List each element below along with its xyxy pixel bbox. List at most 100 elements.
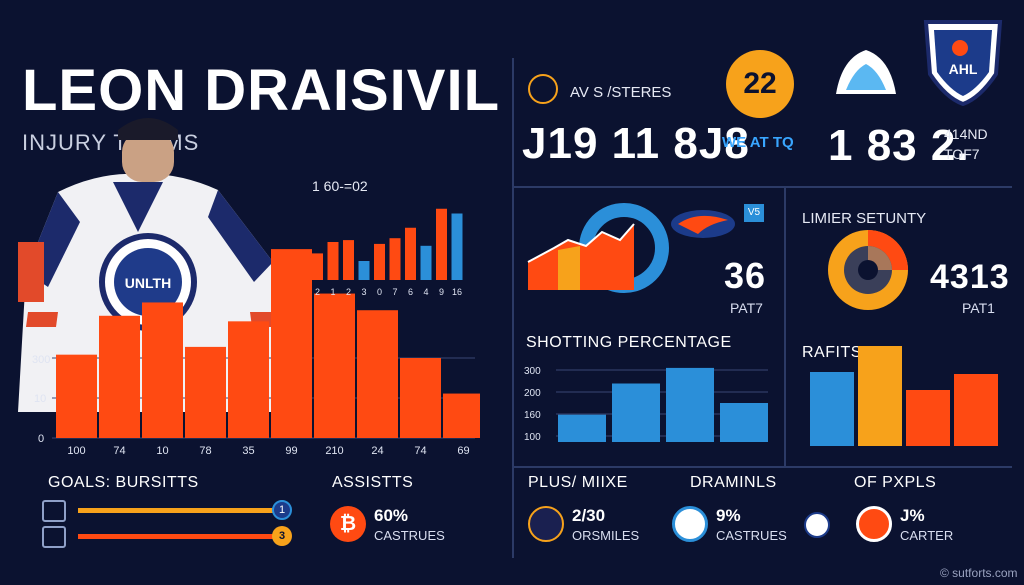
- shooting-bar: [612, 383, 660, 442]
- draminls-value: 9%: [716, 506, 741, 525]
- stat-right-bottom: TOF7: [944, 146, 980, 162]
- inset-bar: [405, 227, 416, 280]
- plus-minus-sub: ORSMILES: [572, 528, 640, 543]
- stat-right: 1 83 2.: [828, 121, 970, 170]
- main-x-label: 210: [325, 445, 343, 457]
- draminls-label: DRAMINLS: [690, 474, 777, 491]
- main-bar: [314, 293, 355, 438]
- goals-marker-3: 3: [272, 526, 292, 546]
- inset-x-label: 1: [330, 287, 335, 297]
- inset-x-label: 2: [315, 287, 320, 297]
- svg-text:UNLTH: UNLTH: [125, 275, 171, 291]
- shooting-bar: [558, 414, 606, 442]
- inset-bar: [312, 253, 323, 280]
- main-x-label: 78: [199, 445, 211, 457]
- inset-bar: [343, 240, 354, 280]
- of-pxpls-label: OF PXPLS: [854, 474, 937, 491]
- svg-text:AHL: AHL: [949, 61, 978, 77]
- main-bar: [400, 358, 441, 438]
- inset-bar-chart: 2 1 2 3 0 7 6 4 9 16: [312, 208, 463, 297]
- panel-divider-top: [512, 186, 1012, 188]
- bitcoin-style-icon: ₿: [330, 506, 366, 542]
- plus-minus-label: PLUS/ MIIXE: [528, 474, 628, 491]
- inset-chart-label: 1 60-=02: [312, 178, 368, 194]
- main-bar: [271, 249, 312, 438]
- stat-main: J19 11 8J8: [522, 119, 750, 168]
- mid-left-sub: PAT7: [730, 300, 763, 316]
- small-badge: V5: [744, 204, 764, 222]
- main-bar: [228, 321, 269, 438]
- panel-divider-bottom: [512, 466, 1012, 468]
- donut-area-chart: [527, 203, 669, 293]
- averages-label: AV S /STERES: [570, 84, 672, 101]
- inset-x-label: 2: [346, 287, 351, 297]
- main-bar: [443, 393, 480, 438]
- rafits-bar: [954, 374, 998, 446]
- main-x-label: 100: [67, 445, 85, 457]
- team-logo-icon: [528, 74, 558, 104]
- inset-x-label: 9: [439, 287, 444, 297]
- draminls-sub: CASTRUES: [716, 528, 787, 543]
- inset-x-label: 4: [423, 287, 428, 297]
- plus-minus-logo-icon: [528, 506, 564, 542]
- rafits-bar: [906, 390, 950, 446]
- y-tick-300: 300: [32, 354, 51, 366]
- goals-icon-bottom: [42, 526, 66, 548]
- main-x-label: 69: [457, 445, 469, 457]
- page-title: LEON DRAISIVIL: [22, 58, 501, 123]
- inset-bar: [420, 245, 432, 280]
- rafits-title: RAFITS: [802, 344, 862, 361]
- inset-bar: [389, 238, 401, 280]
- inset-x-label: 0: [377, 287, 382, 297]
- shooting-title: SHOTTING PERCENTAGE: [526, 334, 732, 351]
- shooting-y-tick: 100: [524, 432, 541, 443]
- assists-label: ASSISTTS: [332, 474, 414, 491]
- panel-divider-vertical: [512, 58, 514, 558]
- main-bar: [185, 346, 226, 438]
- shooting-bar: [666, 367, 714, 442]
- footer-credit: © sutforts.com: [940, 566, 1018, 580]
- main-x-label: 99: [285, 445, 297, 457]
- shooting-y-tick: 160: [524, 410, 541, 421]
- y-tick-0: 0: [38, 433, 45, 445]
- inset-x-label: 6: [408, 287, 413, 297]
- panel-divider-mid: [784, 186, 786, 466]
- shooting-bar-chart: 300 200 160 100: [524, 366, 768, 443]
- inset-x-label: 7: [392, 287, 397, 297]
- jersey-number-badge: 22: [726, 50, 794, 118]
- shooting-y-tick: 300: [524, 366, 541, 377]
- main-x-label: 74: [113, 445, 125, 457]
- rafits-bar-chart: [810, 346, 998, 446]
- y-tick-10: 10: [34, 393, 47, 405]
- plus-minus-value: 2/30: [572, 506, 606, 525]
- main-bar: [357, 310, 398, 438]
- goals-label: GOALS: BURSITTS: [48, 474, 199, 491]
- mid-left-stat: 36: [724, 255, 767, 296]
- stat-right-top: 414ND: [944, 126, 988, 142]
- hawk-logo-icon: [671, 210, 735, 238]
- assists-sub: CASTRUES: [374, 528, 445, 543]
- ring-chart: [828, 230, 908, 310]
- mid-right-sub: PAT1: [962, 300, 995, 316]
- of-pxpls-logo-icon: [856, 506, 892, 542]
- main-bar-chart: 100 74 10 78 35 99 210 24 74 69: [52, 249, 480, 457]
- mid-right-stat: 4313: [930, 258, 1010, 296]
- shooting-bar: [720, 403, 768, 442]
- small-team-logo-icon: [804, 512, 830, 538]
- goals-bar-bottom: [78, 534, 276, 539]
- inset-bar: [436, 208, 447, 280]
- goals-icon-top: [42, 500, 66, 522]
- of-pxpls-sub: CARTER: [900, 528, 954, 543]
- of-pxpls-value: J%: [900, 506, 925, 525]
- inset-x-label: 16: [452, 287, 462, 297]
- assists-value: 60%: [374, 506, 409, 525]
- main-x-label: 35: [242, 445, 254, 457]
- shooting-y-tick: 200: [524, 388, 541, 399]
- main-x-label: 24: [371, 445, 383, 457]
- main-bar: [56, 354, 97, 438]
- draminls-logo-icon: [672, 506, 708, 542]
- rafits-bar: [858, 346, 902, 446]
- main-x-label: 10: [156, 445, 168, 457]
- main-bar: [142, 302, 183, 438]
- main-bar: [99, 315, 140, 438]
